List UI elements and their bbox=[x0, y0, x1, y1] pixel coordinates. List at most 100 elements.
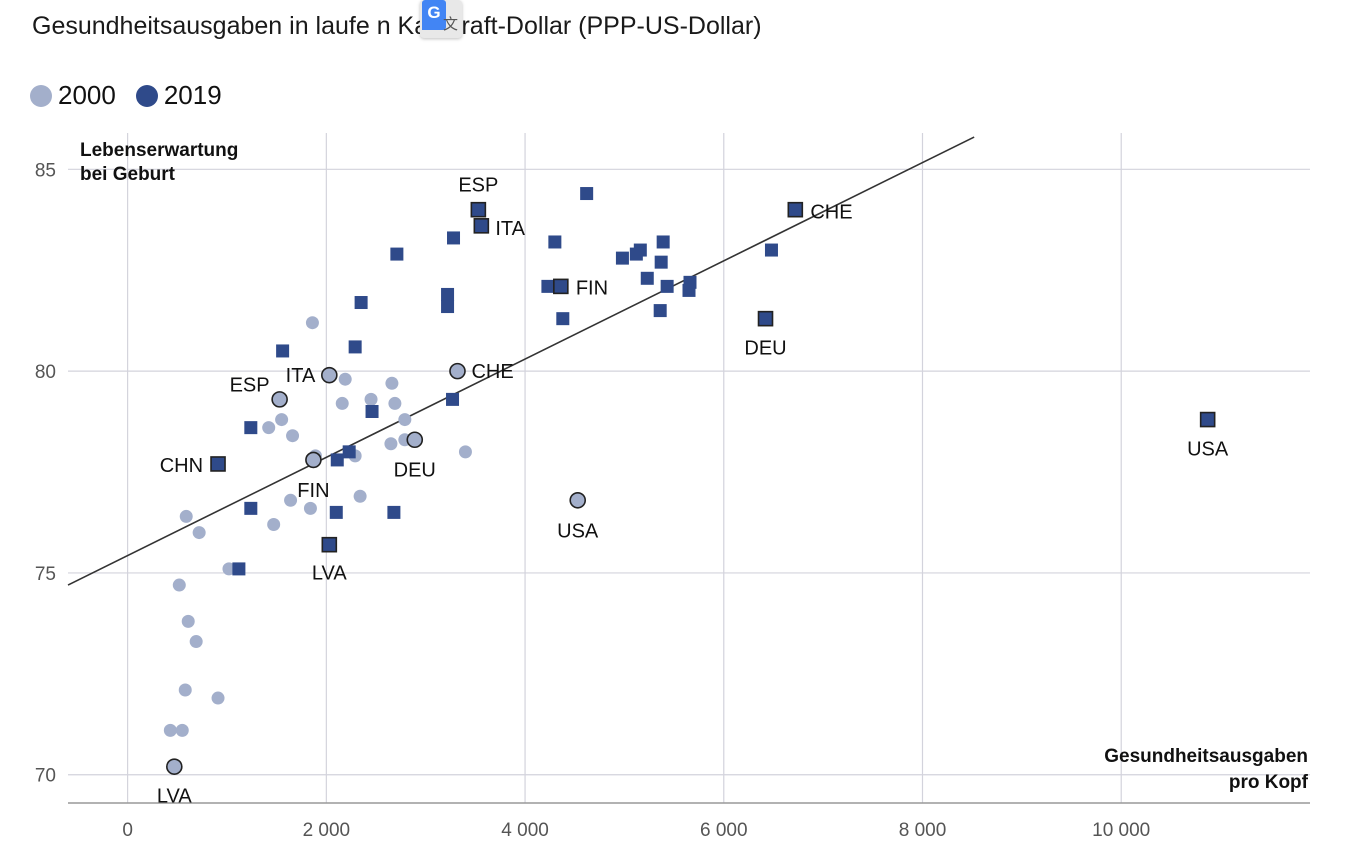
point-2019 bbox=[330, 453, 344, 467]
point-2000 bbox=[275, 413, 289, 427]
point-2000 bbox=[211, 691, 225, 705]
labeled-point-2000 bbox=[569, 491, 587, 509]
point-2000 bbox=[303, 501, 317, 515]
point-2000 bbox=[305, 316, 319, 330]
labeled-point-2019 bbox=[321, 536, 338, 553]
point-label-2019: ITA bbox=[495, 218, 525, 240]
translate-icon[interactable]: G 文 bbox=[420, 0, 462, 38]
x-tick-label: 2 000 bbox=[303, 820, 351, 841]
point-2000 bbox=[178, 683, 192, 697]
labeled-point-2000 bbox=[271, 391, 288, 408]
legend-2000-marker-icon bbox=[30, 84, 52, 107]
point-2000 bbox=[458, 445, 472, 459]
x-tick-label: 8 000 bbox=[899, 820, 947, 841]
point-2000 bbox=[335, 396, 349, 410]
point-2000 bbox=[398, 413, 412, 427]
point-2000 bbox=[181, 614, 195, 628]
point-2019 bbox=[342, 445, 356, 459]
point-2000 bbox=[163, 723, 177, 737]
point-2019 bbox=[656, 235, 670, 249]
translate-glyph-icon: 文 bbox=[442, 16, 458, 33]
labeled-point-2000 bbox=[321, 366, 338, 384]
labeled-point-2019 bbox=[473, 218, 490, 234]
point-2019 bbox=[441, 287, 455, 301]
y-tick-label: 80 bbox=[35, 362, 56, 383]
point-2019 bbox=[329, 505, 343, 519]
labeled-point-2019 bbox=[210, 456, 226, 472]
legend-2019-marker-icon bbox=[135, 84, 158, 107]
labeled-point-2019 bbox=[1199, 411, 1216, 428]
point-2000 bbox=[192, 526, 206, 540]
point-2019 bbox=[365, 404, 379, 418]
legend-item-2019[interactable]: 2019 bbox=[135, 80, 222, 111]
x-tick-label: 6 000 bbox=[700, 820, 748, 841]
point-2019 bbox=[276, 344, 290, 358]
point-2019 bbox=[447, 231, 461, 245]
point-2000 bbox=[353, 489, 367, 503]
point-2019 bbox=[660, 279, 674, 293]
point-2019 bbox=[615, 251, 629, 265]
x-tick-label: 10 000 bbox=[1092, 820, 1150, 841]
point-2000 bbox=[222, 562, 236, 576]
labeled-point-2000 bbox=[305, 451, 322, 469]
legend: 2000 2019 bbox=[30, 80, 222, 111]
point-2019 bbox=[244, 421, 258, 435]
point-2000 bbox=[364, 392, 378, 406]
y-axis-title: bei Geburt bbox=[80, 164, 176, 185]
point-2000 bbox=[338, 372, 352, 386]
y-axis-title: Lebenserwartung bbox=[80, 140, 238, 161]
point-2019 bbox=[629, 247, 643, 261]
point-2019 bbox=[387, 505, 401, 519]
y-tick-label: 75 bbox=[35, 564, 56, 585]
legend-2019-label: 2019 bbox=[163, 80, 222, 110]
point-2000 bbox=[175, 723, 189, 737]
point-2019 bbox=[764, 243, 778, 257]
point-label-2000: ESP bbox=[230, 374, 270, 396]
point-2019 bbox=[446, 392, 460, 406]
point-label-2000: ITA bbox=[286, 365, 316, 387]
point-label-2000: LVA bbox=[157, 786, 192, 808]
point-label-2019: LVA bbox=[312, 563, 347, 585]
point-2000 bbox=[172, 578, 186, 592]
labeled-point-2000 bbox=[449, 362, 466, 380]
point-2000 bbox=[179, 509, 193, 523]
point-label-2019: CHN bbox=[160, 455, 203, 477]
labeled-point-2019 bbox=[470, 201, 487, 218]
labeled-point-2019 bbox=[553, 278, 569, 295]
x-axis-title: pro Kopf bbox=[1229, 772, 1309, 793]
point-2019 bbox=[548, 235, 562, 249]
point-label-2019: DEU bbox=[744, 338, 786, 360]
point-2019 bbox=[682, 283, 696, 297]
chart-title: Gesundheitsausgaben in laufe n Kaufkraft… bbox=[32, 12, 762, 40]
point-2019 bbox=[556, 312, 570, 326]
point-2000 bbox=[384, 437, 398, 451]
point-2000 bbox=[286, 429, 300, 443]
point-label-2019: ESP bbox=[458, 175, 498, 197]
x-tick-label: 4 000 bbox=[501, 820, 549, 841]
y-tick-label: 85 bbox=[35, 160, 56, 181]
point-label-2019: CHE bbox=[810, 202, 852, 224]
point-label-2019: FIN bbox=[576, 277, 608, 299]
x-tick-label: 0 bbox=[122, 820, 133, 841]
point-2019 bbox=[348, 340, 362, 354]
labeled-point-2000 bbox=[166, 758, 183, 775]
y-tick-label: 70 bbox=[35, 766, 56, 787]
legend-2000-label: 2000 bbox=[58, 80, 116, 110]
point-label-2000: CHE bbox=[471, 361, 513, 383]
point-2000 bbox=[388, 396, 402, 410]
point-2019 bbox=[580, 187, 594, 201]
labeled-point-2000 bbox=[406, 431, 424, 449]
point-2000 bbox=[385, 376, 399, 390]
point-2000 bbox=[189, 635, 203, 649]
point-label-2000: DEU bbox=[394, 460, 436, 482]
point-2019 bbox=[354, 296, 368, 310]
point-2019 bbox=[244, 501, 258, 515]
point-2019 bbox=[441, 300, 455, 314]
legend-item-2000[interactable]: 2000 bbox=[30, 80, 116, 111]
point-2019 bbox=[390, 247, 404, 261]
point-2000 bbox=[262, 421, 276, 435]
x-axis-title: Gesundheitsausgaben bbox=[1104, 746, 1308, 767]
point-2019 bbox=[232, 562, 246, 576]
point-2019 bbox=[640, 271, 654, 285]
